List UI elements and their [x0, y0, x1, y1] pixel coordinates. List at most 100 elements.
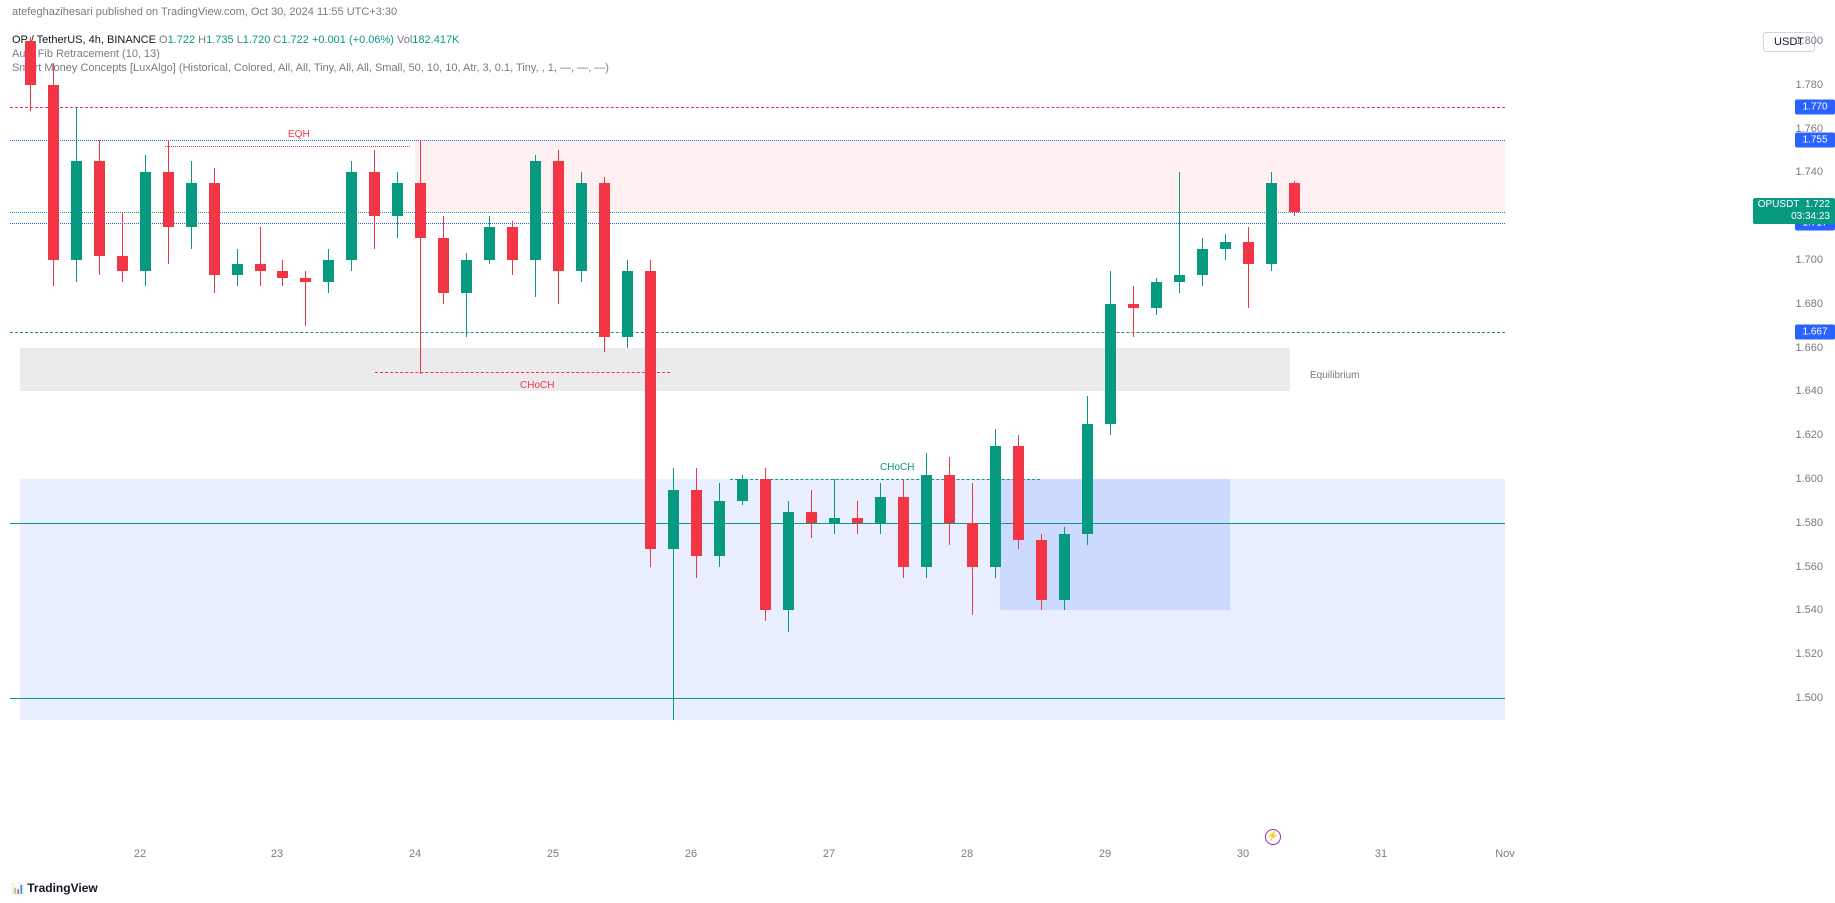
candle-body: [852, 518, 863, 522]
chart-label: CHoCH: [520, 380, 554, 391]
candle-body: [990, 446, 1001, 566]
candle-wick: [1248, 227, 1249, 308]
x-tick: 28: [961, 848, 973, 860]
horizontal-line: [10, 107, 1505, 108]
candle-body: [783, 512, 794, 611]
candle-body: [484, 227, 495, 260]
y-tick: 1.520: [1795, 648, 1823, 660]
candle-body: [507, 227, 518, 260]
candle-body: [898, 497, 909, 567]
x-tick: Nov: [1495, 848, 1515, 860]
y-price-box: 1.755: [1795, 132, 1835, 147]
bolt-icon[interactable]: ⚡: [1265, 829, 1281, 845]
candle-body: [1082, 424, 1093, 534]
horizontal-line: [10, 140, 1505, 141]
candle-body: [967, 523, 978, 567]
horizontal-line: [10, 523, 1505, 524]
candle-body: [140, 172, 151, 271]
candle-body: [622, 271, 633, 337]
candle-body: [392, 183, 403, 216]
horizontal-line: [165, 146, 410, 147]
candle-body: [209, 183, 220, 275]
candle-body: [1197, 249, 1208, 275]
candle-body: [1243, 242, 1254, 264]
y-tick: 1.700: [1795, 254, 1823, 266]
candle-body: [186, 183, 197, 227]
candle-body: [1036, 540, 1047, 599]
y-tick: 1.740: [1795, 166, 1823, 178]
candle-wick: [1133, 286, 1134, 336]
candle-body: [829, 518, 840, 522]
candle-body: [576, 183, 587, 271]
candle-body: [94, 161, 105, 255]
publish-info: atefeghazihesari published on TradingVie…: [12, 6, 397, 18]
chart-label: Equilibrium: [1310, 370, 1359, 381]
horizontal-line: [10, 223, 1505, 224]
candle-body: [760, 479, 771, 610]
candle-body: [232, 264, 243, 275]
tradingview-logo: TradingView: [12, 881, 98, 895]
x-tick: 29: [1099, 848, 1111, 860]
candle-body: [599, 183, 610, 336]
candle-body: [737, 479, 748, 501]
candle-body: [530, 161, 541, 260]
chart-label: EQH: [288, 129, 310, 140]
y-price-box: 1.667: [1795, 325, 1835, 340]
candle-body: [1128, 304, 1139, 308]
x-tick: 24: [409, 848, 421, 860]
candle-body: [71, 161, 82, 260]
candle-body: [1220, 242, 1231, 249]
y-tick: 1.680: [1795, 298, 1823, 310]
candle-body: [1266, 183, 1277, 264]
candle-body: [438, 238, 449, 293]
candle-body: [1151, 282, 1162, 308]
candle-wick: [857, 501, 858, 534]
horizontal-line: [10, 698, 1505, 699]
candle-body: [1289, 183, 1300, 211]
current-price-box: OPUSDT 1.72203:34:23: [1753, 198, 1835, 224]
y-axis: 1.5001.5201.5401.5601.5801.6001.6201.640…: [1785, 30, 1835, 720]
candle-body: [117, 256, 128, 271]
candle-body: [714, 501, 725, 556]
candle-body: [668, 490, 679, 549]
candle-body: [1105, 304, 1116, 424]
candle-wick: [260, 227, 261, 286]
candle-body: [346, 172, 357, 260]
candle-wick: [122, 212, 123, 282]
candle-body: [461, 260, 472, 293]
candle-body: [1174, 275, 1185, 282]
candle-wick: [420, 140, 421, 374]
candle-body: [806, 512, 817, 523]
candle-body: [944, 475, 955, 523]
horizontal-line: [10, 212, 1505, 213]
x-axis: 22232425262728293031Nov: [10, 848, 1505, 868]
chart-label: CHoCH: [880, 462, 914, 473]
horizontal-line: [10, 332, 1505, 333]
candle-wick: [834, 479, 835, 534]
y-tick: 1.540: [1795, 604, 1823, 616]
candle-body: [163, 172, 174, 227]
x-tick: 27: [823, 848, 835, 860]
candle-body: [323, 260, 334, 282]
chart-area[interactable]: EQH CHoCH CHoCH Equilibrium: [10, 30, 1505, 720]
candle-body: [553, 161, 564, 271]
x-tick: 25: [547, 848, 559, 860]
x-tick: 23: [271, 848, 283, 860]
chart-zone: [20, 610, 1505, 720]
y-tick: 1.780: [1795, 79, 1823, 91]
y-tick: 1.800: [1795, 35, 1823, 47]
y-tick: 1.580: [1795, 517, 1823, 529]
y-tick: 1.600: [1795, 473, 1823, 485]
chart-zone: [1000, 479, 1230, 610]
y-tick: 1.560: [1795, 561, 1823, 573]
x-tick: 26: [685, 848, 697, 860]
candle-body: [875, 497, 886, 523]
candle-body: [691, 490, 702, 556]
y-tick: 1.660: [1795, 342, 1823, 354]
y-tick: 1.640: [1795, 385, 1823, 397]
candle-body: [1059, 534, 1070, 600]
candle-body: [255, 264, 266, 271]
x-tick: 31: [1375, 848, 1387, 860]
candle-body: [277, 271, 288, 278]
candle-body: [300, 278, 311, 282]
